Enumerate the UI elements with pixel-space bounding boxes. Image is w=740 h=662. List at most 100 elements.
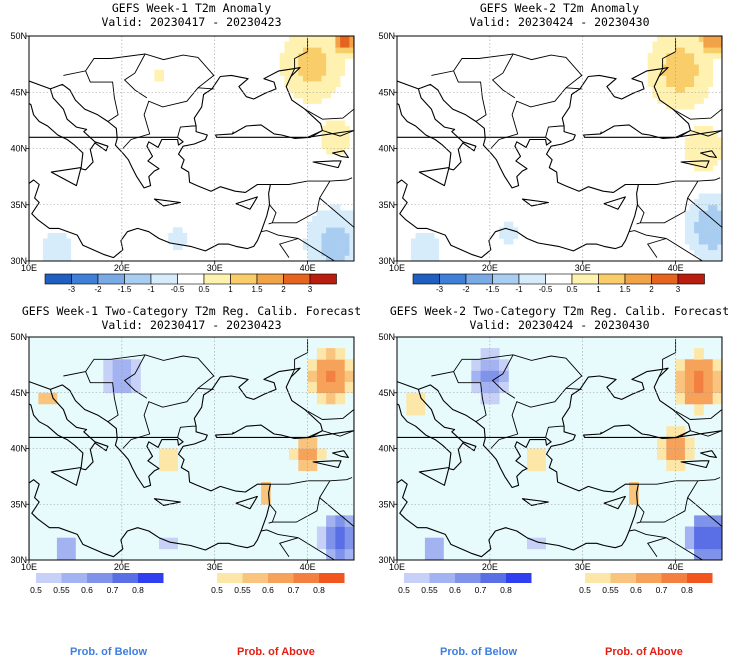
- field-cell: [293, 75, 299, 82]
- field-cell: [316, 75, 322, 82]
- field-cell: [326, 381, 336, 394]
- coastline: [397, 80, 477, 171]
- field-cell: [307, 52, 313, 59]
- field-cell: [703, 69, 709, 76]
- field-cell: [708, 52, 714, 59]
- field-cell: [307, 58, 313, 65]
- field-cell: [698, 148, 704, 155]
- field-cell: [415, 232, 421, 239]
- field-cell: [326, 58, 332, 65]
- field-cell: [712, 370, 722, 382]
- country-border: [640, 180, 699, 224]
- field-cell: [657, 97, 662, 104]
- field-cell: [536, 537, 546, 550]
- field-cell: [489, 348, 500, 360]
- probability-colorbar-above: 0.5 0.55 0.6 0.7 0.8: [211, 573, 345, 595]
- field-cell: [289, 448, 299, 460]
- field-cell: [307, 238, 313, 245]
- field-cell: [689, 52, 695, 59]
- colorbar-label: 1: [228, 285, 233, 294]
- field-cell: [349, 255, 354, 261]
- field-cell: [344, 526, 354, 539]
- field-cell: [330, 210, 336, 217]
- field-cell: [666, 426, 676, 438]
- field-cell: [56, 232, 62, 239]
- field-cell: [694, 148, 700, 155]
- field-cell: [434, 537, 444, 550]
- field-cell: [302, 238, 308, 245]
- field-cell: [307, 86, 313, 93]
- country-border: [599, 131, 602, 135]
- field-cell: [330, 64, 336, 71]
- field-cell: [415, 238, 421, 245]
- field-cell: [316, 92, 322, 99]
- field-cell: [330, 227, 336, 234]
- colorbar-label: 0.7: [656, 585, 668, 595]
- x-tick-label: 10E: [389, 263, 405, 273]
- field-cell: [335, 75, 341, 82]
- field-cell: [703, 381, 714, 394]
- field-cell: [335, 142, 341, 149]
- field-cell: [661, 75, 667, 82]
- field-cell: [112, 381, 123, 394]
- lake: [680, 160, 710, 169]
- field-cell: [689, 92, 695, 99]
- field-cell: [684, 41, 690, 48]
- field-cell: [703, 227, 709, 234]
- field-cell: [302, 97, 308, 104]
- field-cell: [406, 392, 416, 405]
- field-cell: [344, 221, 350, 228]
- field-cell: [703, 232, 709, 239]
- colorbar-swatch: [44, 273, 72, 285]
- field-cell: [424, 238, 430, 245]
- field-cell: [321, 75, 327, 82]
- field-cell: [703, 249, 709, 256]
- field-cell: [312, 227, 318, 234]
- field-cell: [480, 359, 491, 371]
- country-border: [629, 529, 667, 557]
- colorbar-label: 2: [649, 285, 654, 294]
- field-cell: [694, 137, 700, 144]
- field-cell: [312, 232, 318, 239]
- colorbar-label: 0.7: [107, 585, 119, 595]
- field-cell: [712, 249, 718, 256]
- field-cell: [694, 92, 700, 99]
- field-cell: [694, 41, 700, 48]
- field-cell: [698, 58, 704, 65]
- field-cell: [429, 238, 435, 245]
- field-cell: [694, 403, 704, 416]
- panel-title: GEFS Week-2 Two-Category T2m Reg. Calib.…: [390, 304, 729, 318]
- field-cell: [503, 227, 509, 234]
- field-cell: [657, 448, 667, 460]
- field-cell: [670, 103, 676, 110]
- field-cell: [703, 58, 709, 65]
- country-border: [85, 70, 119, 122]
- field-cell: [694, 392, 704, 405]
- field-cell: [289, 86, 294, 93]
- field-cell: [703, 92, 709, 99]
- y-tick-label: 30N: [378, 555, 395, 565]
- field-cell: [326, 41, 332, 48]
- field-cell: [415, 392, 426, 405]
- field-cell: [717, 142, 722, 149]
- field-cell: [326, 216, 332, 222]
- colorbar-label: -0.5: [539, 285, 553, 294]
- field-cell: [284, 75, 290, 82]
- field-cell: [340, 232, 346, 239]
- colorbar-swatch: [268, 573, 294, 583]
- field-cell: [680, 41, 686, 48]
- field-cell: [694, 154, 700, 161]
- field-cell: [471, 381, 481, 394]
- lake: [312, 160, 342, 169]
- field-cell: [344, 359, 354, 371]
- country-border: [545, 125, 565, 138]
- y-tick-label: 45N: [378, 87, 395, 97]
- coastline: [29, 384, 184, 489]
- field-cell: [657, 58, 662, 65]
- field-cell: [666, 64, 672, 71]
- field-cell: [708, 244, 714, 251]
- field-cell: [708, 227, 714, 234]
- colorbar-swatch: [293, 573, 319, 583]
- field-cell: [712, 137, 718, 144]
- field-cell: [689, 204, 695, 211]
